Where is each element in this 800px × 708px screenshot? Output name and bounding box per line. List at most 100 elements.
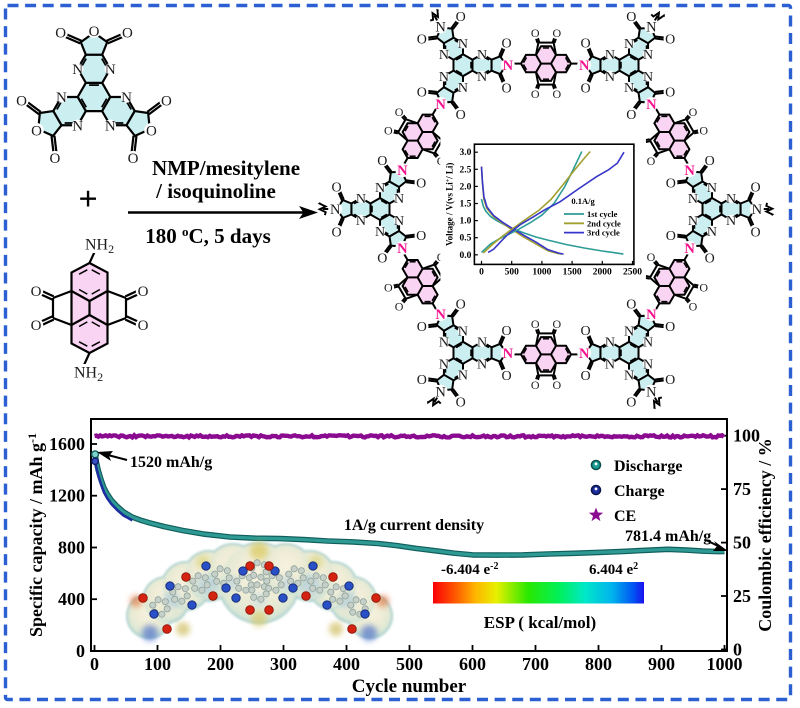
svg-text:O: O <box>647 250 656 264</box>
svg-text:N: N <box>72 62 83 78</box>
svg-text:O: O <box>626 10 636 25</box>
svg-text:700: 700 <box>522 654 549 674</box>
svg-text:25: 25 <box>733 586 751 606</box>
svg-text:O: O <box>395 105 404 119</box>
svg-text:781.4 mAh/g: 781.4 mAh/g <box>625 528 711 545</box>
svg-text:/ isoquinoline: / isoquinoline <box>155 179 276 203</box>
svg-text:O: O <box>456 108 466 123</box>
svg-text:N: N <box>72 118 83 134</box>
svg-text:O: O <box>331 225 341 240</box>
svg-text:O: O <box>665 85 675 100</box>
svg-text:N: N <box>605 358 615 373</box>
svg-text:0: 0 <box>479 267 484 277</box>
svg-text:N: N <box>458 37 468 52</box>
svg-text:O: O <box>665 33 675 48</box>
svg-text:O: O <box>501 324 511 339</box>
svg-text:N: N <box>105 118 116 134</box>
svg-text:1000: 1000 <box>532 267 551 277</box>
svg-text:2.5: 2.5 <box>460 165 472 175</box>
svg-text:N: N <box>752 202 763 218</box>
svg-text:O: O <box>416 229 426 244</box>
svg-text:NH2: NH2 <box>74 365 103 385</box>
svg-text:O: O <box>146 123 157 139</box>
svg-text:900: 900 <box>648 654 675 674</box>
svg-text:O: O <box>331 180 341 195</box>
svg-text:1000: 1000 <box>707 654 743 674</box>
svg-text:N: N <box>435 19 446 35</box>
svg-text:O: O <box>699 124 708 138</box>
svg-text:400: 400 <box>333 654 360 674</box>
svg-text:N: N <box>356 214 366 229</box>
svg-text:O: O <box>31 318 42 334</box>
svg-text:Specific capacity / mAh g-1: Specific capacity / mAh g-1 <box>25 433 46 637</box>
svg-text:Cycle number: Cycle number <box>352 676 467 697</box>
svg-text:N: N <box>646 385 657 401</box>
svg-text:N: N <box>105 62 116 78</box>
svg-text:O: O <box>384 281 393 295</box>
svg-text:O: O <box>552 317 561 331</box>
svg-text:0: 0 <box>76 641 85 661</box>
svg-text:1500: 1500 <box>563 267 582 277</box>
svg-text:N: N <box>330 202 341 218</box>
svg-text:N: N <box>121 90 132 106</box>
svg-text:800: 800 <box>58 538 85 558</box>
svg-text:600: 600 <box>459 654 486 674</box>
svg-text:O: O <box>666 229 676 244</box>
svg-text:N: N <box>435 97 446 113</box>
svg-text:Discharge: Discharge <box>614 458 682 475</box>
svg-text:O: O <box>501 369 511 384</box>
svg-text:N: N <box>643 358 653 373</box>
svg-text:N: N <box>458 369 468 384</box>
svg-text:O: O <box>417 373 427 388</box>
svg-text:O: O <box>501 36 511 51</box>
svg-text:O: O <box>128 151 139 167</box>
svg-text:180 oC, 5 days: 180 oC, 5 days <box>145 224 271 248</box>
svg-text:O: O <box>626 108 636 123</box>
svg-text:O: O <box>501 82 511 97</box>
svg-text:O: O <box>384 124 393 138</box>
svg-text:O: O <box>456 298 466 313</box>
svg-text:2.0: 2.0 <box>460 182 472 192</box>
svg-text:O: O <box>531 87 540 101</box>
svg-text:O: O <box>580 324 590 339</box>
svg-text:O: O <box>666 176 676 191</box>
svg-text:N: N <box>435 385 446 401</box>
svg-text:O: O <box>689 105 698 119</box>
svg-text:1.5: 1.5 <box>460 200 472 210</box>
svg-text:100: 100 <box>144 654 171 674</box>
svg-text:N: N <box>579 346 590 362</box>
svg-text:N: N <box>579 58 590 74</box>
svg-text:6.404 e2: 6.404 e2 <box>589 561 638 578</box>
svg-text:300: 300 <box>270 654 297 674</box>
svg-text:O: O <box>580 369 590 384</box>
svg-text:O: O <box>31 284 42 300</box>
svg-text:O: O <box>699 281 708 295</box>
svg-text:NH2: NH2 <box>85 237 114 257</box>
svg-text:400: 400 <box>58 589 85 609</box>
svg-text:0: 0 <box>90 654 99 674</box>
svg-text:N: N <box>439 70 449 85</box>
svg-text:N: N <box>646 307 657 323</box>
svg-text:N: N <box>624 369 634 384</box>
svg-text:O: O <box>456 10 466 25</box>
svg-text:N: N <box>726 192 736 207</box>
svg-text:N: N <box>439 336 449 351</box>
svg-text:O: O <box>377 252 387 267</box>
svg-text:500: 500 <box>396 654 423 674</box>
svg-text:1520 mAh/g: 1520 mAh/g <box>130 454 212 471</box>
svg-text:3rd cycle: 3rd cycle <box>587 228 620 238</box>
svg-text:Voltage / V(vs Li+/ Li): Voltage / V(vs Li+/ Li) <box>444 163 454 246</box>
svg-text:O: O <box>531 378 540 392</box>
svg-text:N: N <box>605 48 615 63</box>
svg-text:O: O <box>552 378 561 392</box>
svg-text:N: N <box>726 214 736 229</box>
svg-text:-6.404 e-2: -6.404 e-2 <box>441 561 499 578</box>
svg-text:N: N <box>356 192 366 207</box>
svg-text:O: O <box>417 33 427 48</box>
svg-text:N: N <box>477 70 487 85</box>
svg-text:1600: 1600 <box>49 434 85 454</box>
svg-text:O: O <box>626 298 636 313</box>
svg-text:O: O <box>417 320 427 335</box>
svg-text:N: N <box>643 48 653 63</box>
svg-text:N: N <box>624 325 634 340</box>
